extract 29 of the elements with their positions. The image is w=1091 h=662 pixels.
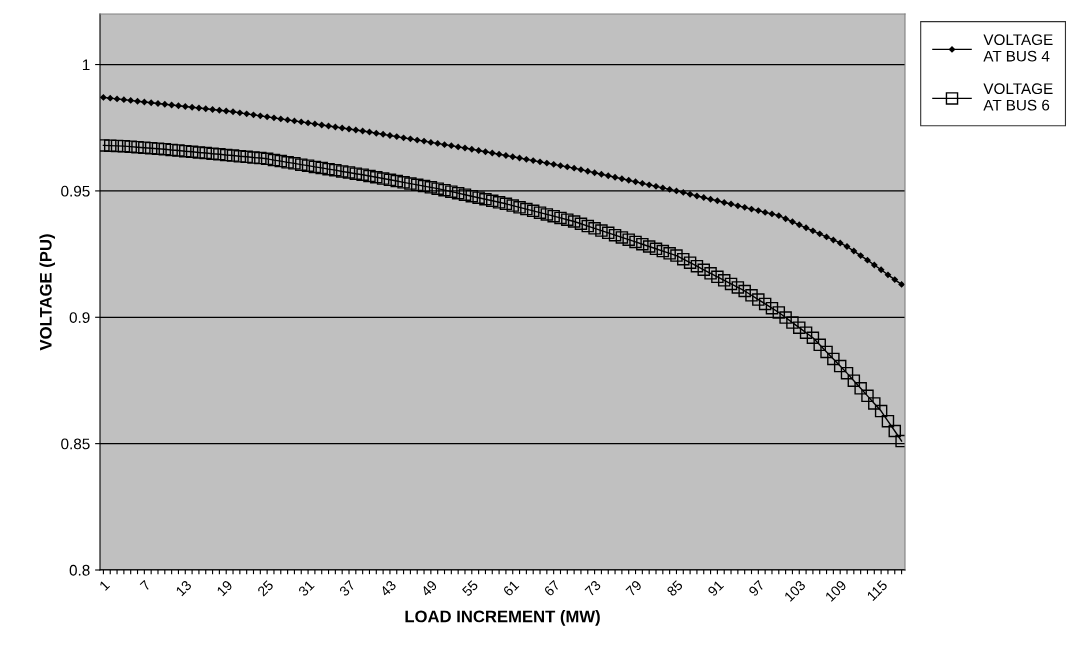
y-axis-title: VOLTAGE (PU) bbox=[39, 234, 55, 351]
x-tick-label: 31 bbox=[297, 579, 315, 597]
x-tick-label: 49 bbox=[420, 579, 438, 597]
x-tick-label: 97 bbox=[748, 579, 766, 597]
y-tick-label: 0.9 bbox=[69, 312, 90, 323]
x-tick-label: 61 bbox=[502, 579, 520, 597]
x-tick-label: 115 bbox=[866, 579, 888, 602]
x-tick-label: 73 bbox=[584, 579, 602, 597]
legend-label: VOLTAGE AT BUS 6 bbox=[983, 83, 1053, 111]
y-tick-label: 1 bbox=[82, 59, 90, 71]
x-tick-label: 91 bbox=[707, 579, 725, 597]
y-tick-label: 0.85 bbox=[61, 438, 90, 450]
y-tick-label: 0.8 bbox=[69, 564, 90, 576]
x-tick-label: 79 bbox=[625, 579, 643, 597]
x-tick-label: 1 bbox=[99, 579, 111, 591]
legend-label: VOLTAGE AT BUS 4 bbox=[983, 34, 1053, 62]
x-tick-label: 19 bbox=[216, 579, 233, 597]
y-tick-label: 0.95 bbox=[61, 185, 90, 197]
x-tick-label: 55 bbox=[461, 579, 479, 597]
x-tick-label: 25 bbox=[256, 579, 274, 597]
x-tick-label: 109 bbox=[824, 579, 847, 602]
x-tick-label: 43 bbox=[379, 579, 397, 597]
x-tick-label: 37 bbox=[338, 579, 356, 597]
x-axis-title: LOAD INCREMENT (MW) bbox=[405, 610, 600, 626]
x-tick-label: 85 bbox=[666, 579, 684, 597]
x-tick-label: 7 bbox=[139, 579, 151, 592]
x-tick-label: 13 bbox=[175, 579, 193, 597]
x-tick-label: 103 bbox=[783, 579, 807, 602]
x-tick-label: 67 bbox=[543, 579, 561, 597]
